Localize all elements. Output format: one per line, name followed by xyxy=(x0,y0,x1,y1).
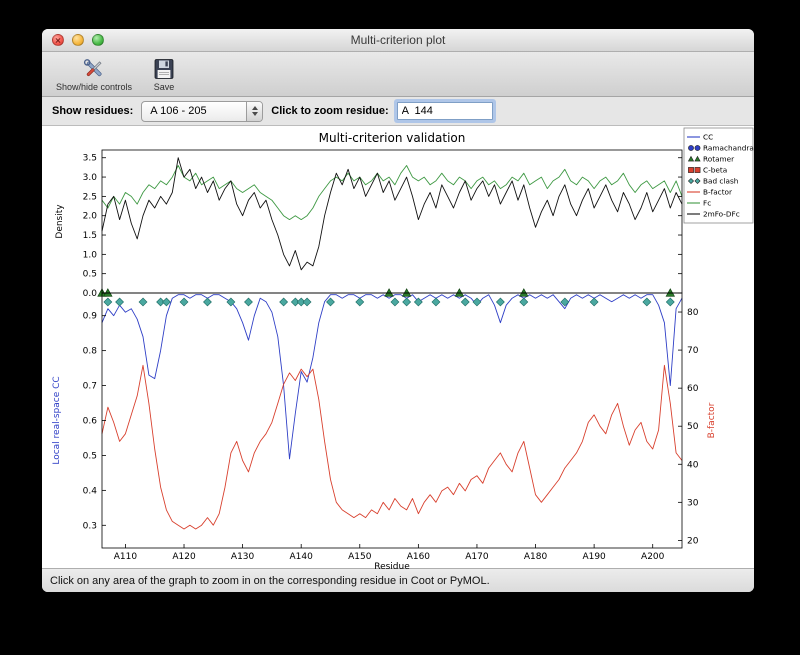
window-controls xyxy=(52,34,104,46)
svg-text:70: 70 xyxy=(687,346,699,356)
controls-bar: Show residues: A 106 - 205 Click to zoom… xyxy=(42,97,754,126)
zoom-residue-input[interactable] xyxy=(396,102,493,120)
svg-text:Bad clash: Bad clash xyxy=(703,177,738,186)
svg-text:80: 80 xyxy=(687,308,699,318)
svg-text:A150: A150 xyxy=(348,552,372,562)
svg-text:A130: A130 xyxy=(231,552,255,562)
svg-text:A110: A110 xyxy=(114,552,138,562)
svg-text:0.6: 0.6 xyxy=(83,417,98,427)
toolbar: Show/hide controls Save xyxy=(42,52,754,97)
show-hide-controls-label: Show/hide controls xyxy=(56,81,133,92)
svg-text:0.5: 0.5 xyxy=(83,451,97,461)
close-button[interactable] xyxy=(52,34,64,46)
status-bar: Click on any area of the graph to zoom i… xyxy=(42,568,754,592)
svg-text:0.5: 0.5 xyxy=(83,270,97,280)
svg-text:A190: A190 xyxy=(582,552,606,562)
svg-text:0.0: 0.0 xyxy=(83,289,98,299)
svg-text:B-factor: B-factor xyxy=(703,188,732,197)
svg-text:Ramachandran: Ramachandran xyxy=(703,144,754,153)
svg-text:C-beta: C-beta xyxy=(703,166,727,175)
svg-text:40: 40 xyxy=(687,460,699,470)
svg-text:0.7: 0.7 xyxy=(83,382,97,392)
svg-text:2mFo-DFc: 2mFo-DFc xyxy=(703,210,740,219)
residue-range-select[interactable]: A 106 - 205 xyxy=(141,100,264,122)
density-axis-label: Density xyxy=(55,204,65,239)
svg-text:A200: A200 xyxy=(641,552,665,562)
multi-criterion-plot-window: Multi-criterion plot Show/hide controls … xyxy=(42,29,754,592)
x-axis-label: Residue xyxy=(374,562,410,572)
svg-text:Rotamer: Rotamer xyxy=(703,155,734,164)
svg-text:1.5: 1.5 xyxy=(83,231,97,241)
svg-text:50: 50 xyxy=(687,422,699,432)
zoom-button[interactable] xyxy=(92,34,104,46)
svg-text:0.8: 0.8 xyxy=(83,347,98,357)
zoom-residue-label: Click to zoom residue: xyxy=(271,105,389,117)
status-text: Click on any area of the graph to zoom i… xyxy=(50,574,490,587)
residue-range-value: A 106 - 205 xyxy=(150,105,207,117)
plot-title: Multi-criterion validation xyxy=(319,131,466,145)
svg-text:30: 30 xyxy=(687,498,699,508)
stepper-icon xyxy=(246,101,263,121)
title-bar[interactable]: Multi-criterion plot xyxy=(42,29,754,52)
svg-text:60: 60 xyxy=(687,384,699,394)
outlier-markers xyxy=(97,288,675,307)
svg-text:0.4: 0.4 xyxy=(83,486,98,496)
svg-text:A170: A170 xyxy=(465,552,489,562)
svg-text:3.0: 3.0 xyxy=(83,173,98,183)
multi-criterion-validation-plot[interactable]: 0.0 0.5 1.0 1.5 2.0 2.5 3.0 3.5 0.3 0.4 0.5 0.6 0.7 0… xyxy=(42,126,754,572)
svg-text:20: 20 xyxy=(687,536,699,546)
svg-text:CC: CC xyxy=(703,133,713,142)
svg-text:Fc: Fc xyxy=(703,199,711,208)
svg-text:A120: A120 xyxy=(172,552,196,562)
svg-text:3.5: 3.5 xyxy=(83,154,97,164)
window-title: Multi-criterion plot xyxy=(350,33,446,47)
svg-text:0.3: 0.3 xyxy=(83,521,97,531)
figure-area: 0.0 0.5 1.0 1.5 2.0 2.5 3.0 3.5 0.3 0.4 0.5 0.6 0.7 0… xyxy=(42,126,754,572)
svg-text:2.0: 2.0 xyxy=(83,212,98,222)
floppy-icon xyxy=(154,58,174,79)
svg-text:0.9: 0.9 xyxy=(83,312,98,322)
svg-text:A180: A180 xyxy=(524,552,548,562)
svg-text:A140: A140 xyxy=(290,552,314,562)
svg-text:2.5: 2.5 xyxy=(83,192,97,202)
save-button[interactable]: Save xyxy=(152,57,176,92)
tools-icon xyxy=(83,58,102,76)
cc-axis-label: Local real-space CC xyxy=(52,376,62,464)
svg-text:1.0: 1.0 xyxy=(83,250,98,260)
bfactor-axis-label: B-factor xyxy=(707,402,717,438)
svg-text:A160: A160 xyxy=(407,552,431,562)
density-panel xyxy=(101,157,683,271)
save-label: Save xyxy=(153,81,175,92)
show-hide-controls-button[interactable]: Show/hide controls xyxy=(56,57,132,92)
minimize-button[interactable] xyxy=(72,34,84,46)
axes-ticks: 0.0 0.5 1.0 1.5 2.0 2.5 3.0 3.5 0.3 0.4 0.5 0.6 0.7 0… xyxy=(83,154,699,562)
plot-legend: CC Ramachandran Rotamer C-beta Bad clash B-fa… xyxy=(683,127,754,224)
show-residues-label: Show residues: xyxy=(52,105,134,117)
